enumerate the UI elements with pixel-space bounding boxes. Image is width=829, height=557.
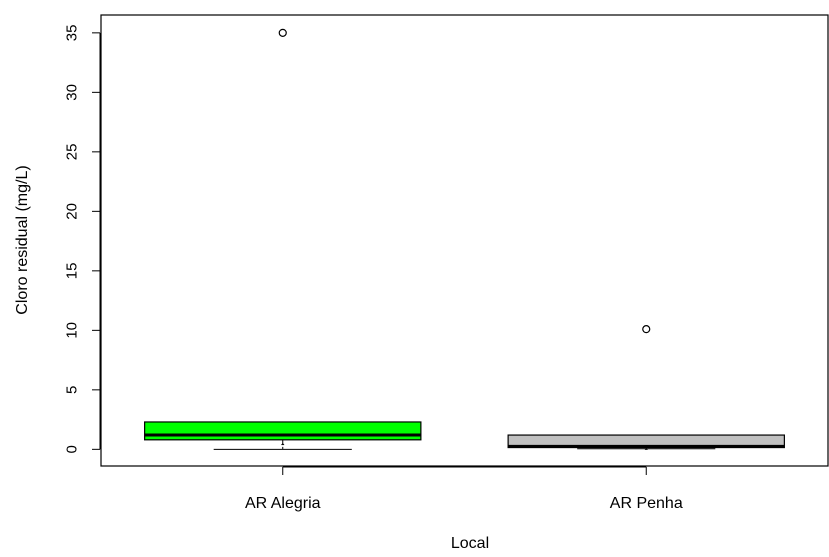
outlier-point — [278, 28, 287, 37]
box-rect — [144, 421, 422, 441]
y-tick-label: 0 — [64, 445, 81, 453]
y-tick-label: 10 — [64, 322, 81, 339]
y-tick-label: 20 — [64, 203, 81, 220]
y-axis: 0 5 10 15 20 25 30 35 — [64, 25, 101, 454]
x-axis-label: Local — [451, 535, 489, 552]
x-tick-label: AR Alegria — [245, 495, 321, 512]
y-axis-label: Cloro residual (mg/L) — [14, 165, 31, 314]
box-ar-penha — [507, 325, 785, 450]
y-tick-label: 30 — [64, 84, 81, 101]
x-tick-label: AR Penha — [610, 495, 683, 512]
y-tick-label: 25 — [64, 144, 81, 161]
box-ar-alegria — [144, 28, 422, 450]
y-tick-label: 5 — [64, 386, 81, 394]
x-axis: AR Alegria AR Penha — [245, 466, 683, 512]
y-tick-label: 15 — [64, 263, 81, 280]
y-tick-label: 35 — [64, 25, 81, 42]
boxes-layer — [144, 28, 785, 450]
plot-frame — [100, 14, 829, 467]
outlier-point — [642, 325, 651, 334]
